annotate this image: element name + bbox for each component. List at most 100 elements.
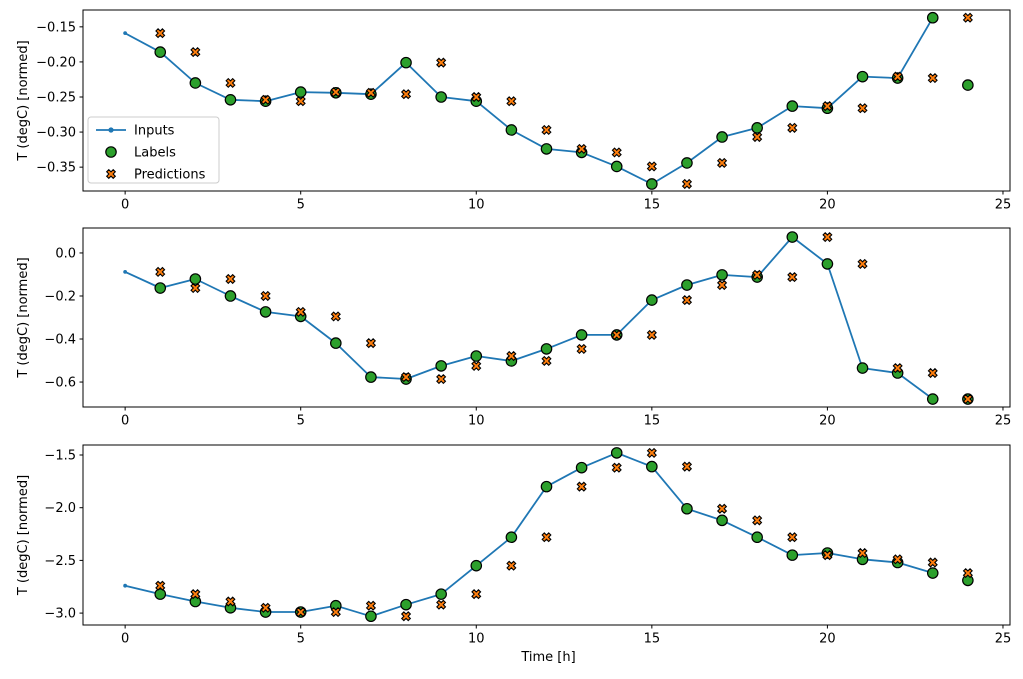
label-point bbox=[540, 480, 553, 493]
subplot-3: 0 5 10 15 20 25 −1.5 −2.0 −2.5 −3.0 T (degC) [norm… bbox=[16, 444, 1012, 647]
x-tick-label: 20 bbox=[819, 198, 836, 213]
x-tick-label: 0 bbox=[121, 198, 129, 213]
prediction-point bbox=[927, 72, 938, 84]
series-predictions bbox=[155, 12, 973, 190]
prediction-point bbox=[225, 77, 236, 89]
label-point bbox=[365, 371, 377, 383]
prediction-point bbox=[611, 147, 622, 158]
x-tick-label: 20 bbox=[819, 632, 836, 647]
label-point bbox=[786, 231, 799, 243]
prediction-point bbox=[892, 554, 903, 565]
prediction-point bbox=[260, 94, 271, 105]
label-point bbox=[435, 360, 447, 372]
y-tick-label: −0.4 bbox=[44, 333, 76, 348]
label-point bbox=[189, 273, 202, 285]
y-tick-label: −2.0 bbox=[44, 501, 76, 516]
prediction-point bbox=[471, 589, 482, 600]
y-tick-label: 0.0 bbox=[55, 246, 76, 261]
legend-box bbox=[87, 116, 220, 184]
label-point bbox=[962, 574, 974, 587]
prediction-point bbox=[576, 481, 587, 492]
series-predictions bbox=[155, 447, 973, 622]
label-point bbox=[646, 460, 658, 473]
label-point bbox=[786, 100, 799, 112]
prediction-point bbox=[365, 600, 377, 611]
prediction-point bbox=[576, 343, 587, 355]
prediction-point bbox=[962, 393, 973, 405]
prediction-point bbox=[365, 338, 377, 349]
y-axis-title: T (degC) [normed] bbox=[16, 257, 31, 378]
x-tick-label: 15 bbox=[644, 632, 661, 647]
label-point bbox=[962, 79, 974, 91]
prediction-point bbox=[892, 362, 903, 374]
x-tick-label: 20 bbox=[819, 414, 836, 429]
y-tick-label: −0.15 bbox=[36, 20, 76, 35]
y-axis: −0.15 −0.20 −0.25 −0.30 −0.35 bbox=[36, 20, 83, 176]
x-tick-label: 5 bbox=[297, 198, 305, 213]
label-point bbox=[435, 588, 447, 600]
axes-frame bbox=[82, 9, 1011, 192]
y-axis: 0.0 −0.2 −0.4 −0.6 bbox=[44, 246, 83, 391]
label-point bbox=[926, 11, 939, 24]
prediction-point bbox=[225, 273, 236, 285]
axes-frame bbox=[82, 444, 1011, 626]
label-point bbox=[575, 329, 588, 341]
y-tick-label: −0.6 bbox=[44, 376, 76, 391]
x-tick-label: 25 bbox=[995, 198, 1012, 213]
label-point bbox=[470, 350, 483, 362]
prediction-point bbox=[752, 269, 763, 280]
prediction-point bbox=[541, 532, 552, 543]
label-point bbox=[400, 598, 412, 611]
series-inputs bbox=[123, 451, 935, 619]
prediction-point bbox=[576, 143, 587, 154]
x-tick-label: 15 bbox=[644, 198, 661, 213]
label-point bbox=[926, 393, 939, 405]
prediction-point bbox=[541, 124, 552, 136]
label-point bbox=[610, 447, 623, 459]
y-axis: −1.5 −2.0 −2.5 −3.0 bbox=[44, 449, 83, 622]
prediction-point bbox=[506, 350, 517, 362]
prediction-point bbox=[190, 47, 201, 58]
prediction-point bbox=[471, 360, 482, 371]
y-axis-title: T (degC) [normed] bbox=[16, 475, 31, 596]
series-labels bbox=[154, 231, 974, 405]
prediction-point bbox=[857, 258, 868, 270]
label-point bbox=[154, 282, 167, 294]
prediction-point bbox=[365, 87, 377, 98]
prediction-point bbox=[506, 560, 517, 571]
label-point bbox=[856, 362, 869, 374]
prediction-point bbox=[260, 602, 271, 613]
x-axis-title-group: Time [h] bbox=[520, 650, 575, 665]
legend-label-predictions: Predictions bbox=[134, 168, 206, 183]
prediction-point bbox=[436, 57, 447, 68]
prediction-point bbox=[752, 515, 763, 526]
inputs-point bbox=[123, 31, 128, 36]
legend-label-labels: Labels bbox=[134, 146, 176, 161]
label-point bbox=[681, 279, 693, 291]
prediction-point bbox=[225, 596, 236, 607]
prediction-point bbox=[295, 606, 306, 618]
label-point bbox=[716, 514, 728, 527]
label-point bbox=[681, 157, 693, 169]
x-tick-label: 10 bbox=[468, 632, 485, 647]
prediction-point bbox=[541, 355, 552, 367]
axes-frame bbox=[82, 227, 1011, 408]
prediction-point bbox=[400, 372, 412, 383]
y-tick-label: −0.25 bbox=[36, 90, 76, 105]
prediction-point bbox=[892, 71, 903, 82]
prediction-point bbox=[611, 329, 622, 341]
label-point bbox=[751, 531, 763, 544]
label-point bbox=[610, 160, 623, 173]
prediction-point bbox=[330, 311, 341, 322]
prediction-point bbox=[787, 122, 798, 133]
prediction-point bbox=[927, 367, 938, 379]
x-tick-label: 15 bbox=[644, 414, 661, 429]
label-point bbox=[189, 77, 202, 89]
prediction-point bbox=[295, 306, 306, 317]
label-point bbox=[435, 91, 447, 103]
x-tick-label: 5 bbox=[297, 632, 305, 647]
label-point bbox=[856, 70, 869, 83]
prediction-point bbox=[436, 599, 447, 610]
x-tick-label: 25 bbox=[995, 632, 1012, 647]
